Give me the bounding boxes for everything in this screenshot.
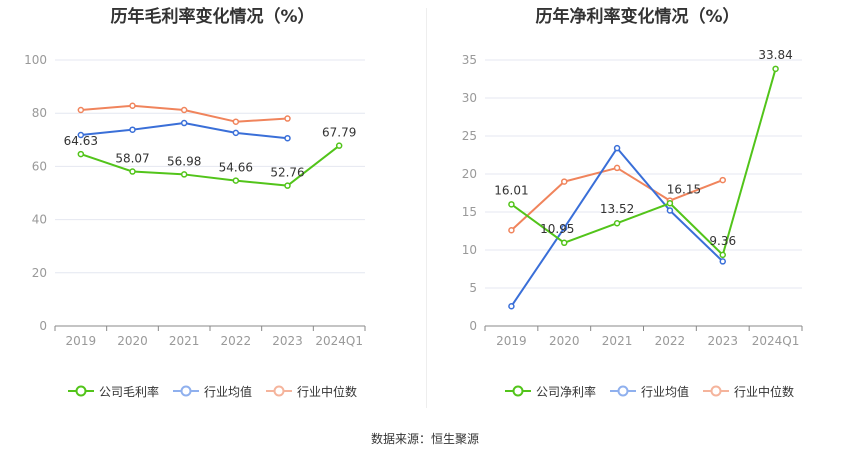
data-point — [129, 168, 136, 175]
y-tick-label: 25 — [462, 129, 477, 143]
legend-marker-icon — [68, 385, 94, 397]
data-point — [180, 106, 188, 114]
data-point — [613, 144, 621, 152]
data-label: 67.79 — [322, 126, 356, 140]
x-tick-label: 2022 — [221, 334, 252, 348]
x-tick-label: 2022 — [655, 334, 686, 348]
x-tick-label: 2020 — [117, 334, 148, 348]
data-point — [666, 207, 674, 214]
data-label: 9.36 — [709, 234, 736, 248]
data-point — [335, 142, 343, 149]
data-label: 64.63 — [64, 134, 98, 148]
data-point — [508, 226, 515, 234]
data-point — [77, 106, 85, 114]
y-tick-label: 5 — [469, 281, 477, 295]
y-tick-label: 0 — [469, 319, 477, 333]
legend-label: 行业均值 — [641, 384, 690, 399]
legend-label: 公司毛利率 — [99, 384, 160, 399]
x-tick-label: 2020 — [549, 334, 580, 348]
legend-item-company-gross-margin[interactable]: 公司毛利率 — [68, 383, 159, 400]
y-tick-label: 40 — [32, 213, 47, 227]
legend-marker-icon — [703, 385, 730, 397]
legend-item-company-net-margin[interactable]: 公司净利率 — [505, 383, 596, 400]
legend-label: 行业中位数 — [734, 384, 795, 399]
data-point — [129, 126, 136, 133]
y-tick-label: 0 — [39, 319, 47, 333]
data-point — [77, 131, 85, 139]
data-point — [284, 134, 291, 142]
data-point — [613, 164, 621, 172]
x-tick-label: 2021 — [169, 334, 200, 348]
y-tick-label: 100 — [24, 53, 47, 67]
chart-title-gross-margin: 历年毛利率变化情况（%） — [110, 7, 315, 27]
x-tick-label: 2019 — [496, 334, 527, 348]
y-tick-label: 80 — [32, 106, 47, 120]
legend-marker-icon — [505, 385, 531, 397]
data-point — [232, 177, 240, 184]
legend-item-industry-median[interactable]: 行业中位数 — [266, 383, 357, 400]
data-point — [180, 171, 188, 178]
data-label: 13.52 — [600, 202, 634, 216]
legend-marker-icon — [266, 385, 293, 397]
data-point — [666, 200, 674, 207]
data-point — [508, 201, 515, 208]
data-point — [284, 115, 291, 122]
chart-title-net-margin: 历年净利率变化情况（%） — [535, 7, 740, 27]
legend-label: 行业均值 — [204, 384, 253, 399]
legend-net-margin: 公司净利率 行业均值 行业中位数 — [505, 381, 808, 401]
data-point — [719, 251, 726, 259]
legend-marker-icon — [610, 385, 637, 397]
data-label: 54.66 — [219, 161, 253, 175]
legend-gross-margin: 公司毛利率 行业均值 行业中位数 — [68, 381, 371, 401]
data-label: 16.01 — [494, 183, 528, 197]
data-label: 58.07 — [115, 152, 149, 166]
data-point — [232, 118, 240, 125]
y-tick-label: 30 — [462, 91, 477, 105]
data-label: 56.98 — [167, 154, 201, 168]
y-tick-label: 15 — [462, 205, 477, 219]
y-tick-label: 20 — [462, 167, 477, 181]
data-source-note: 数据来源：恒生聚源 — [370, 432, 479, 446]
y-tick-label: 20 — [32, 266, 47, 280]
data-point — [561, 239, 568, 247]
y-tick-label: 35 — [462, 53, 477, 67]
data-label: 10.95 — [540, 222, 574, 236]
series-line-0 — [80, 144, 340, 187]
legend-marker-icon — [173, 385, 200, 397]
y-tick-label: 10 — [462, 243, 477, 257]
data-point — [129, 102, 136, 110]
legend-item-industry-mean[interactable]: 行业均值 — [173, 383, 252, 400]
data-point — [613, 219, 621, 227]
x-tick-label: 2019 — [66, 334, 97, 348]
y-tick-label: 60 — [32, 159, 47, 173]
legend-label: 行业中位数 — [297, 384, 358, 399]
data-point — [180, 119, 188, 127]
legend-label: 公司净利率 — [536, 384, 597, 399]
series-line-0 — [510, 68, 777, 256]
data-label: 33.84 — [758, 48, 792, 62]
data-point — [284, 182, 291, 189]
x-tick-label: 2023 — [707, 334, 738, 348]
data-point — [232, 129, 240, 137]
x-tick-label: 2023 — [272, 334, 303, 348]
data-point — [561, 178, 568, 185]
x-tick-label: 2024Q1 — [315, 334, 363, 348]
data-point — [719, 176, 726, 184]
legend-item-industry-mean[interactable]: 行业均值 — [610, 383, 689, 400]
data-point — [508, 302, 515, 310]
data-point — [77, 150, 85, 158]
x-tick-label: 2021 — [602, 334, 633, 348]
data-point — [561, 224, 568, 232]
x-tick-label: 2024Q1 — [752, 334, 800, 348]
data-label: 52.76 — [270, 166, 304, 180]
chart-divider — [426, 8, 427, 408]
data-point — [772, 65, 779, 73]
data-point — [719, 258, 726, 265]
data-label: 16.15 — [667, 182, 701, 196]
legend-item-industry-median[interactable]: 行业中位数 — [703, 383, 794, 400]
